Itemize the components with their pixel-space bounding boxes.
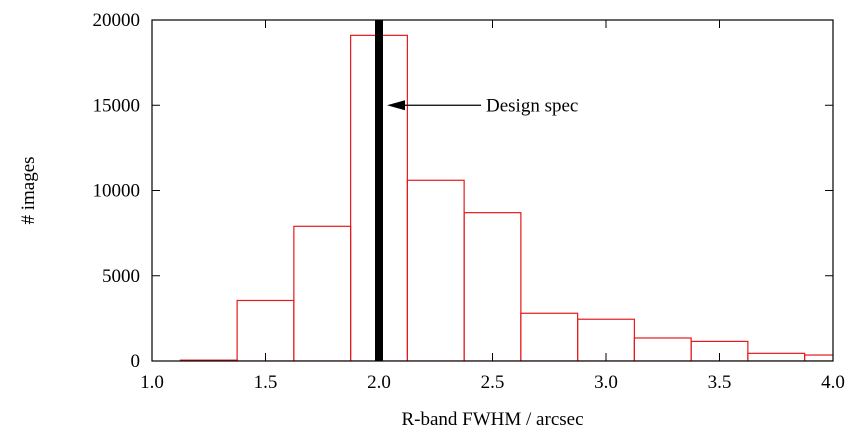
ticks-group: 1.0 1.5 2.0 2.5 3.0 3.5 4.0 0 5000 10000 15000 2000… xyxy=(93,10,845,393)
x-tick-label: 4.0 xyxy=(821,372,845,393)
histogram-bar-2 xyxy=(293,225,352,361)
y-tick-label: 15000 xyxy=(93,95,141,116)
design-spec-label: Design spec xyxy=(486,95,578,116)
histogram-bar-4 xyxy=(406,179,465,361)
y-tick-label: 5000 xyxy=(102,266,140,287)
x-tick-label: 1.5 xyxy=(254,372,278,393)
x-tick-label: 1.0 xyxy=(140,372,164,393)
plot-frame xyxy=(151,19,834,362)
x-axis-label: R-band FWHM / arcsec xyxy=(401,409,583,430)
histogram-bar-1 xyxy=(236,299,295,361)
bars-group xyxy=(179,34,833,361)
y-tick-label: 20000 xyxy=(93,10,141,31)
y-axis-label: # images xyxy=(18,156,39,224)
histogram-bar-11 xyxy=(804,354,833,361)
x-tick-label: 2.0 xyxy=(367,372,391,393)
histogram-bar-6 xyxy=(520,312,579,361)
x-tick-label: 3.0 xyxy=(594,372,618,393)
design-spec-arrowhead xyxy=(387,100,405,111)
histogram-bar-8 xyxy=(633,337,692,361)
histogram-bar-10 xyxy=(747,352,806,361)
histogram-bar-5 xyxy=(463,212,522,361)
x-tick-label: 3.5 xyxy=(708,372,732,393)
y-tick-label: 10000 xyxy=(93,181,141,202)
y-tick-label: 0 xyxy=(131,351,141,372)
x-tick-label: 2.5 xyxy=(481,372,505,393)
